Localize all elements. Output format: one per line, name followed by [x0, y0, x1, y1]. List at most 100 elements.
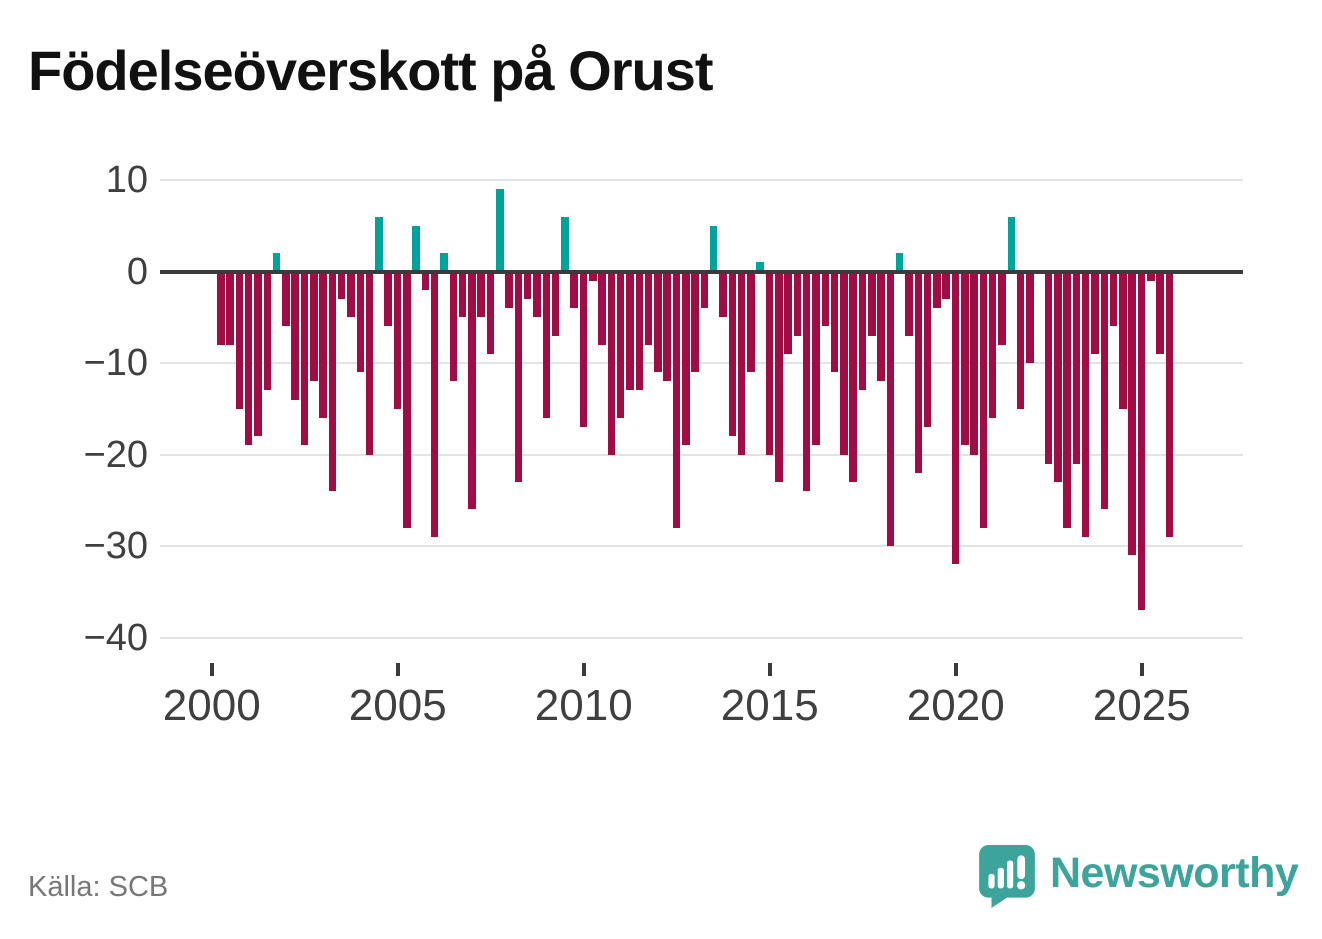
bar-2004-Q2	[375, 216, 383, 272]
bar-2009-Q2	[561, 216, 569, 272]
x-axis-label-2005: 2005	[348, 681, 447, 730]
newsworthy-bubble-chart-icon	[978, 844, 1036, 913]
bar-2008-Q2	[523, 271, 532, 299]
bar-2021-Q3	[1016, 271, 1025, 409]
gridline--10	[160, 362, 1243, 364]
y-axis-label--20: −20	[83, 433, 148, 476]
bar-2023-Q1	[1072, 271, 1081, 464]
gridline--30	[160, 545, 1243, 547]
bar-2004-Q4	[393, 271, 402, 409]
newsworthy-logo[interactable]: Newsworthy	[978, 844, 1299, 913]
bar-2019-Q2	[933, 271, 941, 309]
bar-2003-Q4	[356, 271, 364, 373]
bar-2019-Q3	[942, 271, 950, 299]
bar-2017-Q4	[877, 271, 885, 382]
bar-2009-Q1	[551, 271, 560, 336]
bar-2007-Q3	[496, 189, 504, 272]
bar-2023-Q4	[1100, 271, 1108, 510]
bar-2014-Q2	[747, 271, 755, 373]
bar-2016-Q2	[821, 271, 829, 327]
bar-2001-Q1	[254, 271, 262, 437]
bar-2001-Q4	[282, 271, 290, 327]
x-axis-tick-2015	[767, 663, 772, 676]
bar-2006-Q2	[449, 271, 457, 382]
bar-2015-Q3	[793, 271, 802, 336]
bar-2001-Q3	[272, 253, 281, 272]
bar-2012-Q1	[663, 271, 671, 382]
bar-2014-Q3	[756, 262, 764, 272]
bar-2020-Q1	[961, 271, 969, 446]
bar-2021-Q2	[1007, 216, 1015, 272]
bar-2003-Q3	[347, 271, 355, 318]
bar-2002-Q4	[319, 271, 327, 418]
bar-2013-Q4	[728, 271, 736, 437]
bar-2009-Q3	[570, 271, 578, 309]
zero-line	[160, 269, 1243, 274]
bar-2020-Q2	[970, 271, 978, 455]
gridline--20	[160, 453, 1243, 456]
x-axis-label-2000: 2000	[162, 681, 261, 730]
bar-2003-Q1	[328, 271, 337, 492]
y-axis-label-0: 0	[126, 250, 148, 293]
bar-2024-Q1	[1109, 271, 1118, 327]
newsworthy-wordmark: Newsworthy	[1050, 849, 1299, 897]
bar-2000-Q4	[244, 271, 253, 446]
bar-2023-Q2	[1081, 271, 1090, 537]
bar-2011-Q4	[654, 271, 662, 373]
bar-2002-Q1	[291, 271, 299, 400]
bar-2013-Q3	[719, 271, 727, 318]
bar-2006-Q4	[468, 271, 476, 510]
bar-2002-Q3	[310, 271, 318, 382]
bar-2012-Q2	[672, 271, 681, 528]
bar-2022-Q3	[1054, 271, 1062, 482]
bar-2020-Q4	[988, 271, 997, 418]
bar-2013-Q1	[700, 271, 709, 309]
bar-2007-Q1	[477, 271, 485, 318]
bar-2018-Q2	[895, 253, 904, 272]
x-axis-tick-2000	[209, 663, 214, 676]
bar-2025-Q2	[1156, 271, 1164, 354]
y-axis-label-10: 10	[105, 159, 148, 201]
bar-2025-Q3	[1165, 271, 1174, 537]
chart-title: Födelseöverskott på Orust	[28, 39, 714, 102]
bar-2024-Q2	[1119, 271, 1127, 409]
x-axis-label-2025: 2025	[1092, 681, 1191, 730]
gridline-10	[160, 179, 1243, 181]
bar-2015-Q4	[802, 271, 811, 492]
bar-2006-Q3	[458, 271, 467, 318]
bar-2013-Q2	[709, 225, 718, 272]
bar-2006-Q1	[440, 253, 448, 272]
bar-2001-Q2	[263, 271, 271, 391]
bar-2010-Q3	[607, 271, 616, 455]
bar-2024-Q3	[1128, 271, 1136, 556]
bar-2005-Q3	[421, 271, 430, 290]
bar-2024-Q4	[1137, 271, 1146, 611]
bar-2000-Q2	[226, 271, 234, 345]
bar-2005-Q2	[412, 225, 420, 272]
bar-2018-Q1	[886, 271, 895, 546]
bar-2008-Q3	[533, 271, 541, 318]
bar-2007-Q2	[486, 271, 495, 354]
bar-2019-Q1	[923, 271, 932, 428]
bar-2014-Q4	[765, 271, 774, 455]
bar-2011-Q1	[626, 271, 634, 391]
x-axis-label-2010: 2010	[534, 681, 633, 730]
bar-2007-Q4	[505, 271, 513, 309]
bar-2004-Q3	[384, 271, 392, 327]
bar-2012-Q4	[691, 271, 699, 373]
bar-2022-Q4	[1063, 271, 1071, 528]
bar-2005-Q1	[403, 271, 411, 528]
bar-2015-Q2	[784, 271, 792, 354]
bar-2018-Q3	[905, 271, 913, 336]
x-axis-tick-2010	[581, 663, 586, 676]
bar-2010-Q4	[616, 271, 625, 418]
bar-2016-Q1	[812, 271, 820, 446]
bar-2021-Q1	[998, 271, 1006, 345]
bar-2023-Q3	[1091, 271, 1099, 354]
x-axis-tick-2020	[953, 663, 958, 676]
bar-2000-Q1	[217, 271, 225, 345]
bar-2002-Q2	[300, 271, 309, 446]
gridline--40	[160, 636, 1243, 639]
